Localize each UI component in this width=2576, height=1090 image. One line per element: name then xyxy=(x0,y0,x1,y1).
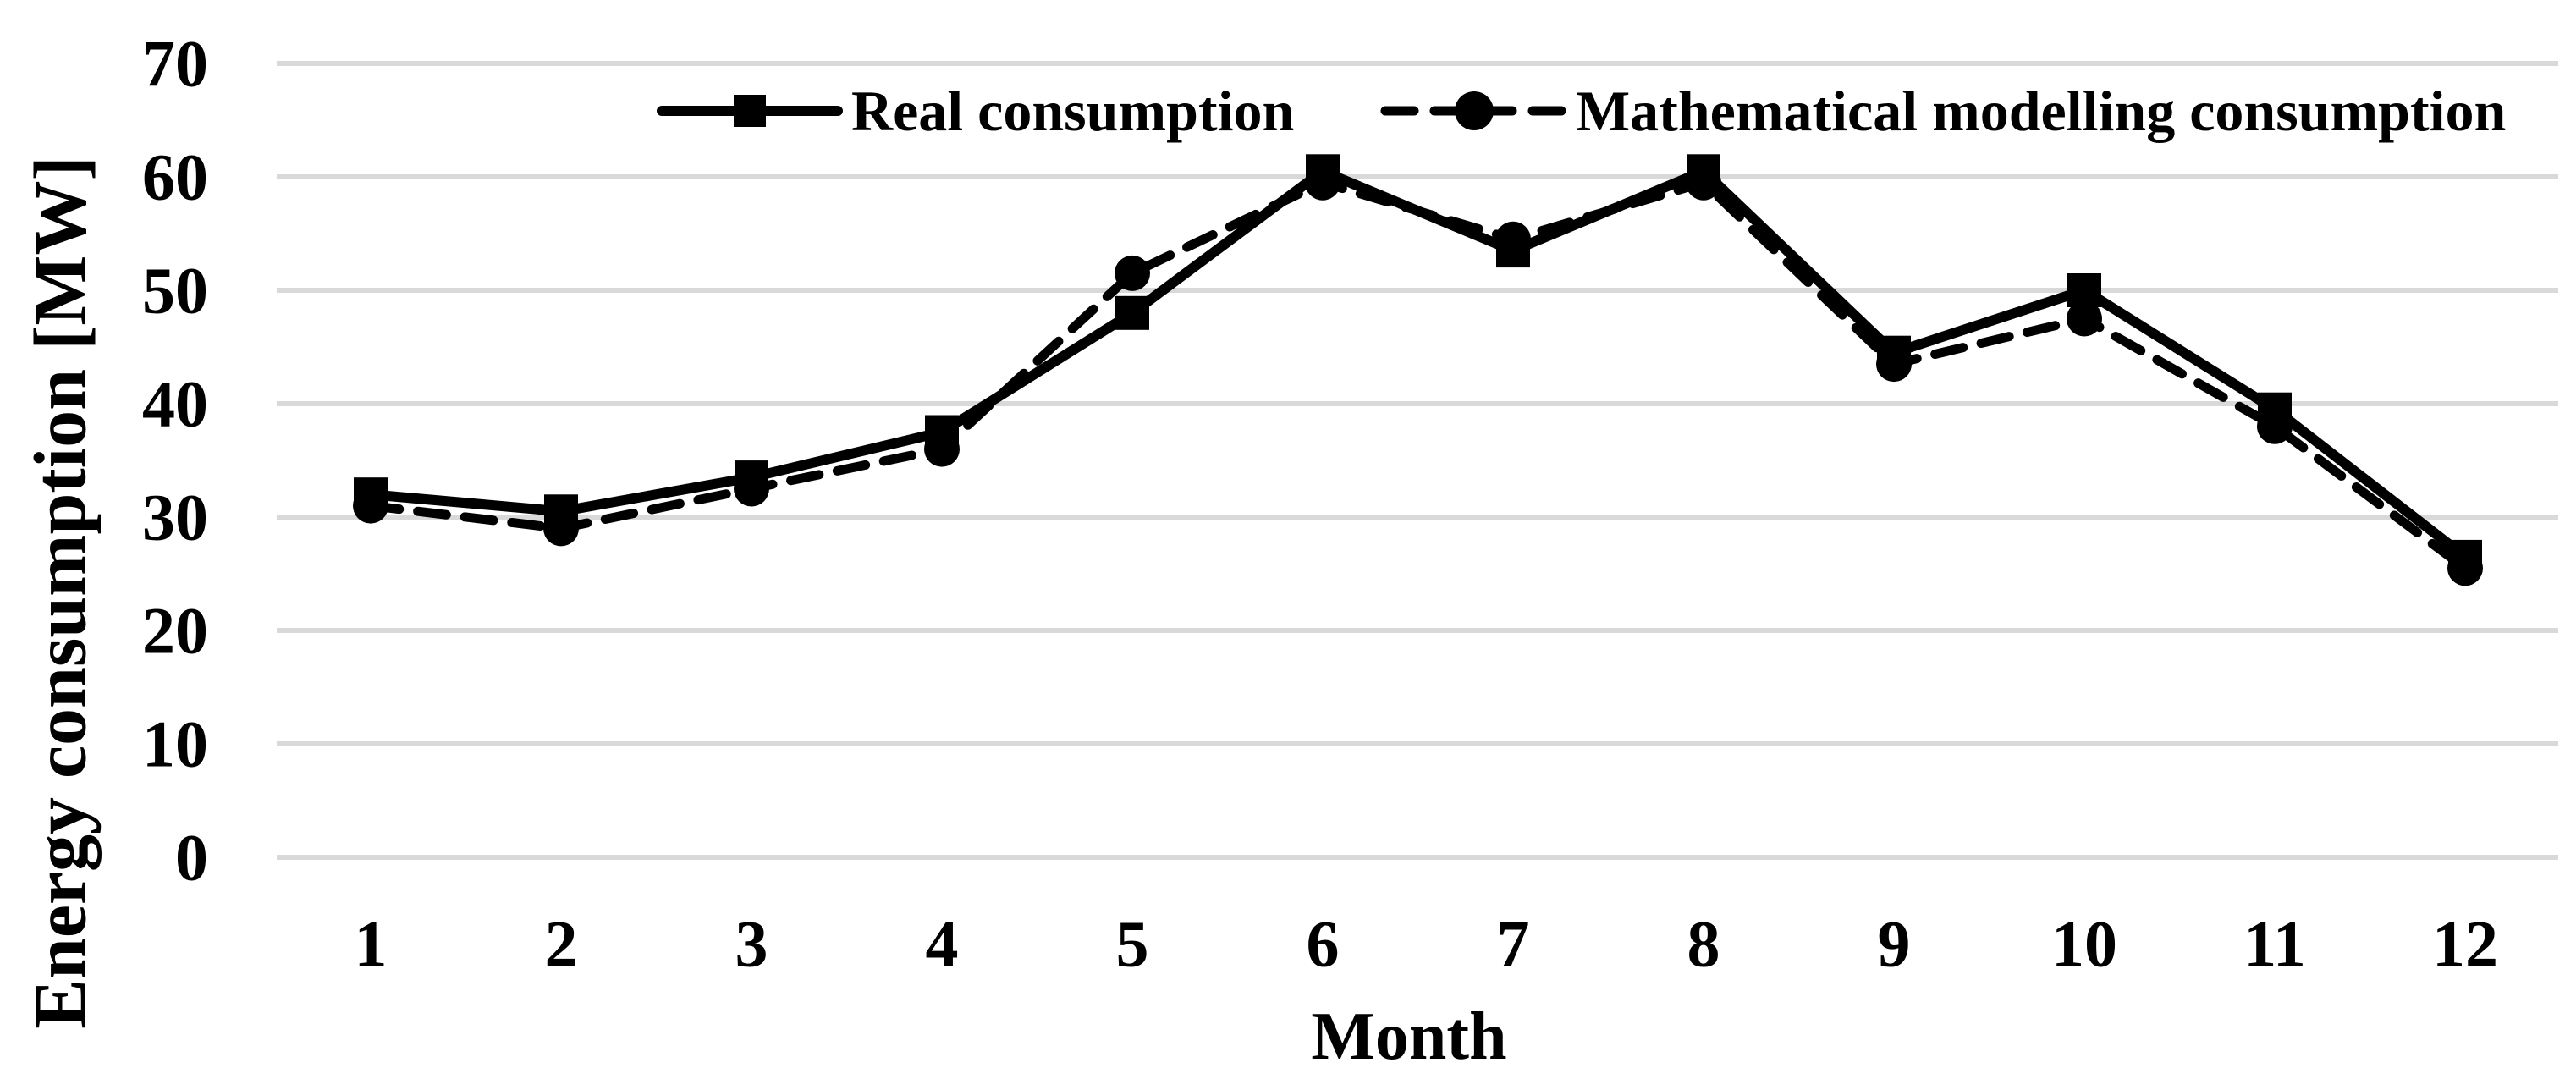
data-point-real-square xyxy=(925,415,959,449)
series-real-line-layer xyxy=(366,166,2470,562)
data-point-real-square xyxy=(544,494,578,529)
x-tick-label: 8 xyxy=(1687,907,1720,981)
x-tick-label: 1 xyxy=(355,907,388,981)
legend: Real consumption Mathematical modelling … xyxy=(657,79,2506,143)
x-axis-title: Month xyxy=(1311,999,1506,1074)
x-tick-label: 6 xyxy=(1307,907,1340,981)
series-model-markers xyxy=(353,164,2483,586)
x-tick-label: 11 xyxy=(2243,907,2306,981)
data-point-real-square xyxy=(2067,273,2101,307)
data-point-real-square xyxy=(1496,234,1530,268)
x-tick-label: 10 xyxy=(2051,907,2117,981)
y-tick-label: 20 xyxy=(142,594,208,668)
data-point-real-square xyxy=(735,460,768,495)
series-real-markers xyxy=(354,154,2482,574)
legend-square-marker-icon xyxy=(734,95,766,127)
series-model-line xyxy=(366,178,2470,573)
y-tick-label: 10 xyxy=(142,707,208,781)
data-point-real-square xyxy=(354,477,388,512)
data-point-real-square xyxy=(2448,539,2482,574)
legend-item-model: Mathematical modelling consumption xyxy=(1380,79,2506,143)
gridlines xyxy=(277,61,2558,860)
y-tick-label: 50 xyxy=(142,254,208,328)
legend-label-real: Real consumption xyxy=(851,79,1294,143)
data-point-real-square xyxy=(1877,335,1911,370)
legend-label-model: Mathematical modelling consumption xyxy=(1576,79,2506,143)
y-tick-labels: 0 10 20 30 40 50 60 70 xyxy=(142,27,208,895)
data-point-real-square xyxy=(1687,154,1720,189)
data-point-real-square xyxy=(1306,154,1340,189)
x-tick-labels: 1 2 3 4 5 6 7 8 9 10 11 12 xyxy=(355,907,2499,981)
y-tick-label: 40 xyxy=(142,367,208,441)
x-tick-label: 4 xyxy=(926,907,959,981)
legend-item-real: Real consumption xyxy=(657,79,1294,143)
x-tick-label: 3 xyxy=(735,907,768,981)
data-point-real-square xyxy=(2258,392,2292,427)
y-tick-label: 30 xyxy=(142,481,208,554)
y-tick-label: 70 xyxy=(142,27,208,101)
y-axis-title: Energy consumption [MW] xyxy=(20,156,102,1029)
legend-circle-marker-icon xyxy=(1455,91,1494,130)
data-point-model-circle xyxy=(1115,255,1150,291)
y-tick-label: 60 xyxy=(142,140,208,214)
x-tick-label: 2 xyxy=(545,907,578,981)
data-point-real-square xyxy=(1115,295,1149,330)
y-tick-label: 0 xyxy=(175,821,208,895)
x-tick-label: 5 xyxy=(1116,907,1149,981)
series-real-line xyxy=(366,166,2470,562)
data-point-model-circle xyxy=(2067,300,2102,337)
x-tick-label: 9 xyxy=(1878,907,1911,981)
x-tick-label: 7 xyxy=(1497,907,1530,981)
series-model-line-layer xyxy=(366,178,2470,573)
x-tick-label: 12 xyxy=(2432,907,2498,981)
